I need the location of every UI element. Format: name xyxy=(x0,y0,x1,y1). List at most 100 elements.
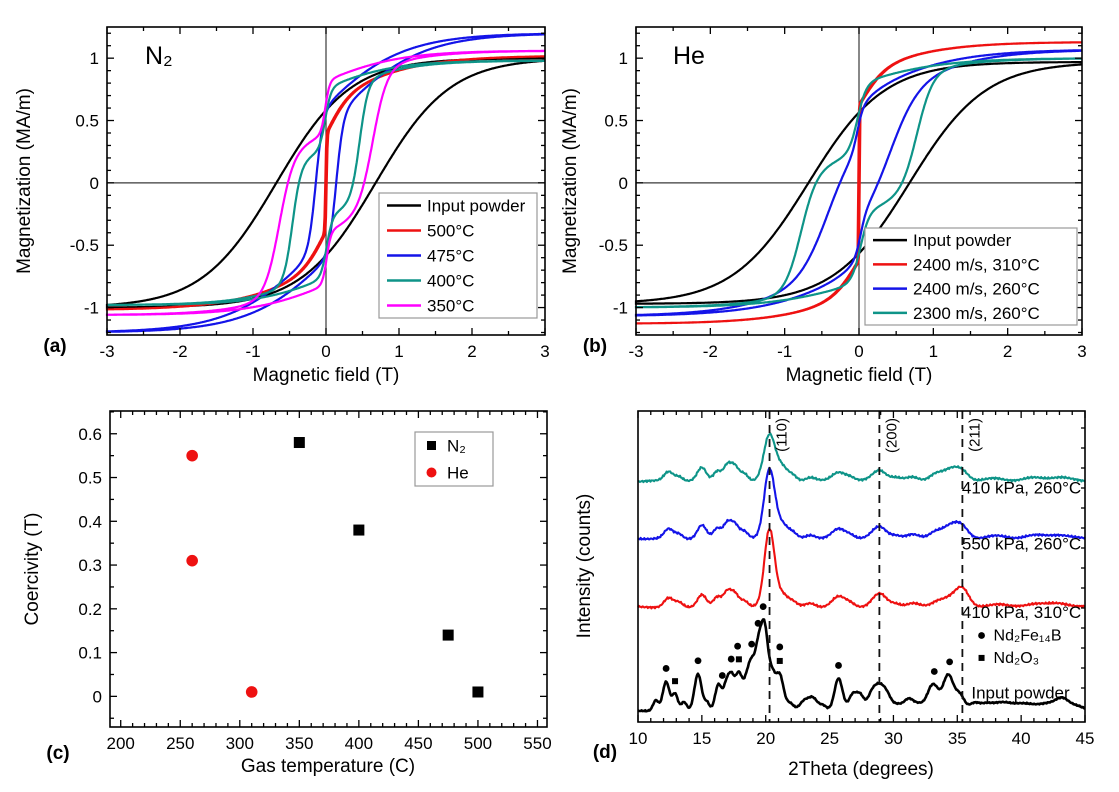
x-tick-label: 250 xyxy=(166,734,194,753)
legend-box xyxy=(864,227,1078,326)
legend-marker-icon xyxy=(427,441,436,450)
panel-letter: (a) xyxy=(43,336,66,357)
legend-entry-label: 2400 m/s, 310°C xyxy=(913,255,1040,274)
data-point-N- xyxy=(293,437,305,449)
x-tick-label: 10 xyxy=(629,729,648,748)
x-axis-label: Magnetic field (T) xyxy=(786,365,933,386)
x-tick-label: 35 xyxy=(948,729,967,748)
x-axis-label: Magnetic field (T) xyxy=(253,365,400,386)
y-tick-label: 1 xyxy=(619,49,628,68)
nd2o3-marker-icon xyxy=(672,678,679,685)
xrd-trace-label: 410 kPa, 310°C xyxy=(962,603,1081,622)
legend-entry-label: He xyxy=(447,464,469,483)
y-tick-label: 0.1 xyxy=(78,644,102,663)
nd2fe14b-marker-icon xyxy=(946,658,954,666)
nd2fe14b-marker-icon xyxy=(662,665,670,672)
x-tick-label: 300 xyxy=(226,734,254,753)
y-tick-label: 0.2 xyxy=(78,600,102,619)
y-axis-label: Coercivity (T) xyxy=(22,513,43,626)
y-tick-label: 0.5 xyxy=(75,112,99,131)
x-tick-label: -2 xyxy=(703,342,718,361)
xrd-trace-label: Input powder xyxy=(971,684,1070,703)
panel-d-xrd-patterns: 410 kPa, 260°C 550 kPa, 260°C 410 kPa, 310… xyxy=(560,396,1119,792)
x-tick-label: 450 xyxy=(404,734,432,753)
xrd-trace-550-kPa-260-C xyxy=(637,466,1086,541)
x-axis-label: Gas temperature (C) xyxy=(241,756,415,777)
legend-entry-label: 2300 m/s, 260°C xyxy=(913,304,1040,323)
x-tick-label: 25 xyxy=(820,729,839,748)
x-tick-label: 15 xyxy=(692,729,711,748)
panel-a-svg: -3 -2 -1 0 1 2 3 -1 -0.5 0 0.5 1 Magnetic field (T) M… xyxy=(14,26,550,386)
legend-entry-label: 2400 m/s, 260°C xyxy=(913,280,1040,299)
y-tick-label: 0.3 xyxy=(78,556,102,575)
data-point-He xyxy=(245,686,258,698)
x-tick-label: -3 xyxy=(99,342,114,361)
x-tick-label: 2 xyxy=(1003,342,1012,361)
x-tick-label: -3 xyxy=(628,342,643,361)
y-tick-label: 0 xyxy=(93,687,102,706)
panel-letter: (c) xyxy=(46,743,69,764)
data-point-N- xyxy=(353,524,365,536)
x-tick-label: 40 xyxy=(1012,729,1031,748)
y-tick-label: 0.4 xyxy=(78,512,102,531)
xrd-trace-Input-powder xyxy=(637,618,1086,713)
y-tick-label: 0.5 xyxy=(78,469,102,488)
y-axis-label: Magnetization (MA/m) xyxy=(14,88,35,274)
nd2o3-legend-icon xyxy=(978,654,985,661)
x-tick-label: 500 xyxy=(464,734,492,753)
x-tick-label: 1 xyxy=(394,342,403,361)
panel-b-hysteresis-he: -3 -2 -1 0 1 2 3 -1 -0.5 0 0.5 1 Magnetic field (T) M… xyxy=(560,0,1119,396)
y-tick-label: 1 xyxy=(90,49,99,68)
nd2fe14b-marker-icon xyxy=(748,640,756,648)
x-tick-label: -1 xyxy=(245,342,260,361)
y-tick-label: -1 xyxy=(613,299,628,318)
hkl-label: (110) xyxy=(774,418,791,452)
y-tick-label: -0.5 xyxy=(70,236,99,255)
legend-entry-label: 400°C xyxy=(427,272,474,291)
data-point-N- xyxy=(472,686,484,698)
phase-legend-label: Nd₂O₃ xyxy=(994,650,1040,667)
panel-letter: (b) xyxy=(583,336,607,357)
nd2fe14b-marker-icon xyxy=(835,662,842,669)
y-tick-label: 0 xyxy=(619,174,628,193)
x-tick-label: 3 xyxy=(540,342,549,361)
gas-annotation: N₂ xyxy=(145,42,173,70)
legend-marker-icon xyxy=(426,467,437,478)
xrd-trace-label: 550 kPa, 260°C xyxy=(962,534,1081,553)
x-tick-label: 0 xyxy=(321,342,330,361)
hysteresis-curve-2400-m-s-310-C xyxy=(636,41,1083,325)
y-tick-label: 0.5 xyxy=(604,112,628,131)
legend-entry-label: 500°C xyxy=(427,222,474,241)
data-point-He xyxy=(186,449,198,462)
x-tick-label: 200 xyxy=(107,734,135,753)
y-tick-label: 0.6 xyxy=(78,425,102,444)
panel-c-coercivity-scatter: 200 250 300 350 400 450 500 550 0 0.1 0.2 0.3 0.4 0.5… xyxy=(0,396,560,792)
nd2fe14b-marker-icon xyxy=(759,603,767,611)
hkl-label: (211) xyxy=(966,418,983,452)
nd2fe14b-marker-icon xyxy=(718,672,726,679)
x-axis-label: 2Theta (degrees) xyxy=(788,759,934,780)
nd2fe14b-marker-icon xyxy=(754,619,762,627)
panel-d-svg: 410 kPa, 260°C 550 kPa, 260°C 410 kPa, 310… xyxy=(574,410,1095,780)
hysteresis-curve-400-C xyxy=(107,59,545,306)
y-tick-label: -1 xyxy=(84,299,99,318)
x-tick-label: 45 xyxy=(1076,729,1095,748)
x-tick-label: 0 xyxy=(854,342,863,361)
gas-annotation: He xyxy=(673,42,705,70)
xrd-trace-label: 410 kPa, 260°C xyxy=(962,478,1081,497)
xrd-trace-410-kPa-260-C xyxy=(637,432,1086,484)
nd2o3-marker-icon xyxy=(735,656,742,663)
x-tick-label: 400 xyxy=(345,734,373,753)
xrd-trace-410-kPa-310-C xyxy=(637,527,1086,610)
hkl-label: (200) xyxy=(883,418,900,453)
plot-frame xyxy=(637,410,1086,723)
x-tick-label: 20 xyxy=(756,729,775,748)
legend-entry-label: 350°C xyxy=(427,297,474,316)
panel-letter: (d) xyxy=(593,742,617,763)
phase-legend-label: Nd₂Fe₁₄B xyxy=(994,628,1062,645)
x-tick-label: 2 xyxy=(467,342,476,361)
data-point-He xyxy=(186,554,198,567)
data-point-N- xyxy=(442,629,454,641)
legend-entry-label: N₂ xyxy=(447,437,466,456)
